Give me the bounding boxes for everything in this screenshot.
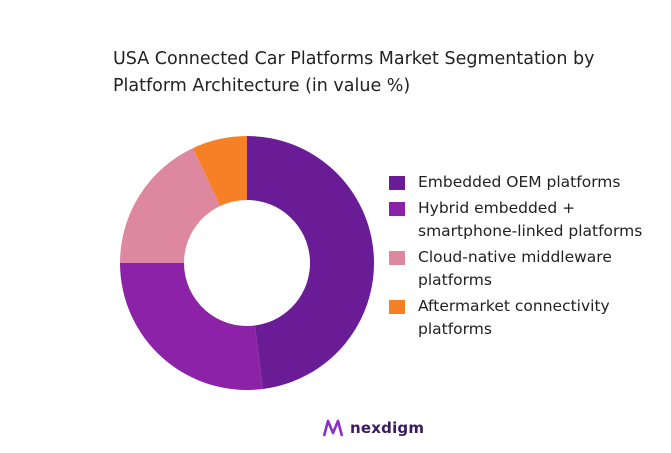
donut-slice (120, 148, 221, 263)
legend-swatch (389, 176, 405, 190)
nexdigm-logo: nexdigm (322, 418, 424, 438)
logo-mark-icon (322, 419, 344, 437)
legend-swatch (389, 251, 405, 265)
legend-item: Cloud-native middleware platforms (389, 246, 659, 292)
legend-label: Cloud-native middleware platforms (418, 248, 612, 289)
donut-slice (120, 263, 263, 391)
donut-slice (247, 135, 375, 389)
legend: Embedded OEM platforms Hybrid embedded +… (389, 171, 659, 344)
legend-item: Aftermarket connectivity platforms (389, 295, 659, 341)
legend-label: Aftermarket connectivity platforms (418, 297, 610, 338)
legend-item: Embedded OEM platforms (389, 171, 659, 194)
donut-slice (192, 136, 247, 206)
legend-item: Hybrid embedded + smartphone-linked plat… (389, 197, 659, 243)
legend-label: Hybrid embedded + smartphone-linked plat… (418, 199, 643, 240)
legend-swatch (389, 202, 405, 216)
chart-title: USA Connected Car Platforms Market Segme… (113, 49, 595, 96)
legend-swatch (389, 300, 405, 314)
logo-text: nexdigm (350, 419, 425, 437)
legend-label: Embedded OEM platforms (418, 173, 621, 191)
